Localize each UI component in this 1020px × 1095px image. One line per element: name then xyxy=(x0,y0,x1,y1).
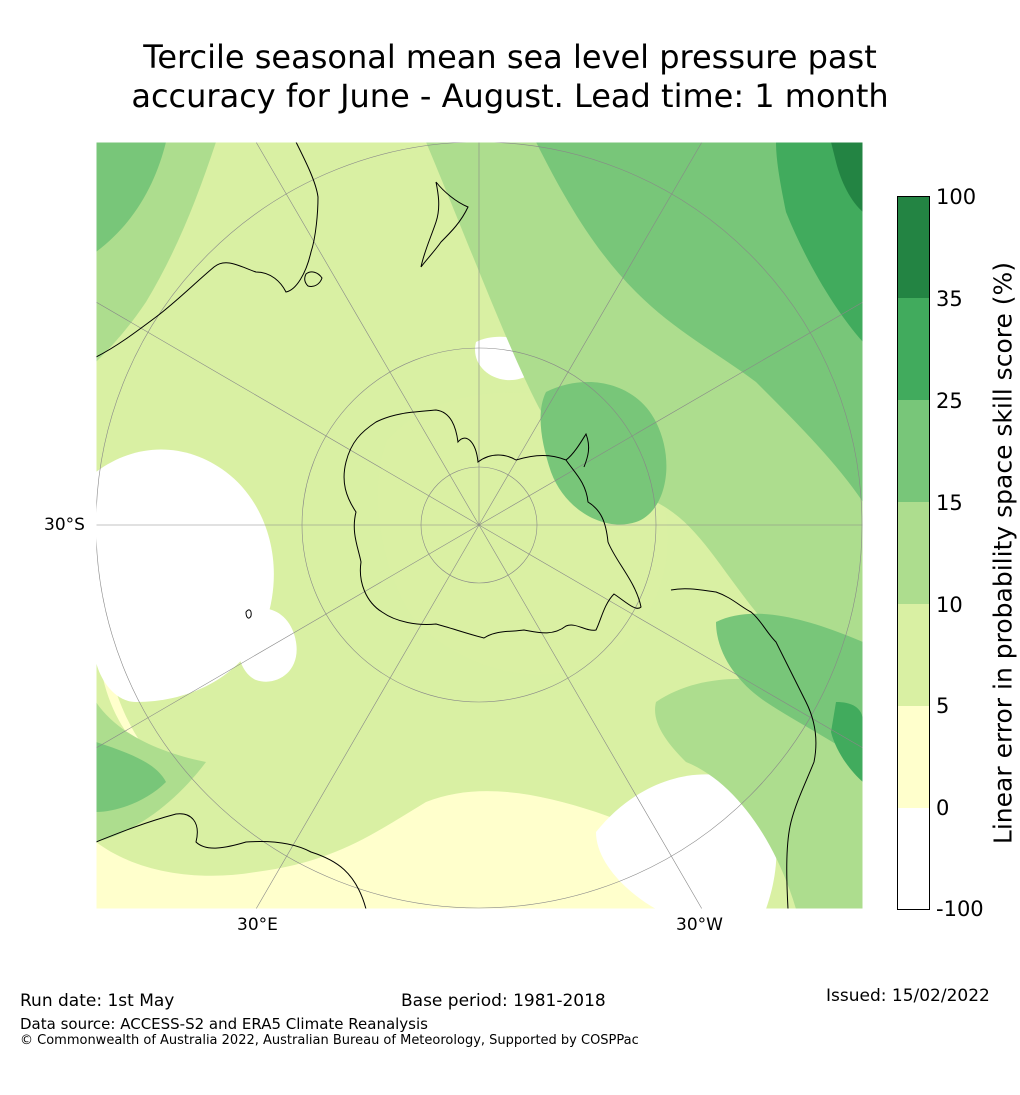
skill-area-negative-south xyxy=(596,774,777,909)
data-source: Data source: ACCESS-S2 and ERA5 Climate … xyxy=(20,1015,428,1033)
axis-label-30s: 30°S xyxy=(44,515,85,535)
coast-africa xyxy=(96,813,367,909)
run-date: Run date: 1st May xyxy=(20,991,175,1011)
issued-date: Issued: 15/02/2022 xyxy=(826,986,990,1006)
skill-area-10-15 xyxy=(96,142,863,909)
coast-antarctica xyxy=(343,409,642,639)
copyright: © Commonwealth of Australia 2022, Austra… xyxy=(20,1033,639,1048)
coast-tasmania xyxy=(304,271,323,287)
title-line-2: accuracy for June - August. Lead time: 1… xyxy=(131,77,889,115)
colorbar-tick-35: 35 xyxy=(936,287,963,311)
colorbar-tick-minus-100: -100 xyxy=(936,897,984,921)
colorbar xyxy=(897,196,930,910)
coast-new-zealand xyxy=(420,181,469,268)
skill-area-negative-west xyxy=(96,449,274,702)
colorbar-tick-10: 10 xyxy=(936,593,963,617)
colorbar-tick-15: 15 xyxy=(936,491,963,515)
polar-map xyxy=(96,142,863,909)
coast-antarctic-peninsula xyxy=(565,432,590,468)
skill-area-negative-patch xyxy=(237,608,297,682)
colorbar-segment xyxy=(897,808,930,910)
colorbar-segment xyxy=(897,196,930,298)
colorbar-segment xyxy=(897,400,930,502)
colorbar-tick-25: 25 xyxy=(936,389,963,413)
coast-madagascar xyxy=(245,609,252,619)
skill-area-35-100 xyxy=(831,142,863,212)
colorbar-segment xyxy=(897,298,930,400)
colorbar-tick-100: 100 xyxy=(936,185,977,209)
coast-south-america xyxy=(670,588,817,909)
colorbar-tick-0: 0 xyxy=(936,796,950,820)
axis-label-30w: 30°W xyxy=(676,915,723,935)
colorbar-segment xyxy=(897,604,930,706)
chart-title: Tercile seasonal mean sea level pressure… xyxy=(0,38,1020,116)
colorbar-label: Linear error in probability space skill … xyxy=(988,261,1018,845)
title-line-1: Tercile seasonal mean sea level pressure… xyxy=(143,38,877,76)
base-period: Base period: 1981-2018 xyxy=(401,991,606,1011)
skill-area-15-25 xyxy=(96,142,863,812)
axis-label-30e: 30°E xyxy=(237,915,278,935)
skill-area-25-35 xyxy=(776,142,863,782)
colorbar-tick-5: 5 xyxy=(936,694,950,718)
coast-australia xyxy=(96,142,319,358)
colorbar-frame xyxy=(897,196,930,910)
coastlines xyxy=(96,142,817,909)
colorbar-segment xyxy=(897,706,930,808)
colorbar-segment xyxy=(897,502,930,604)
